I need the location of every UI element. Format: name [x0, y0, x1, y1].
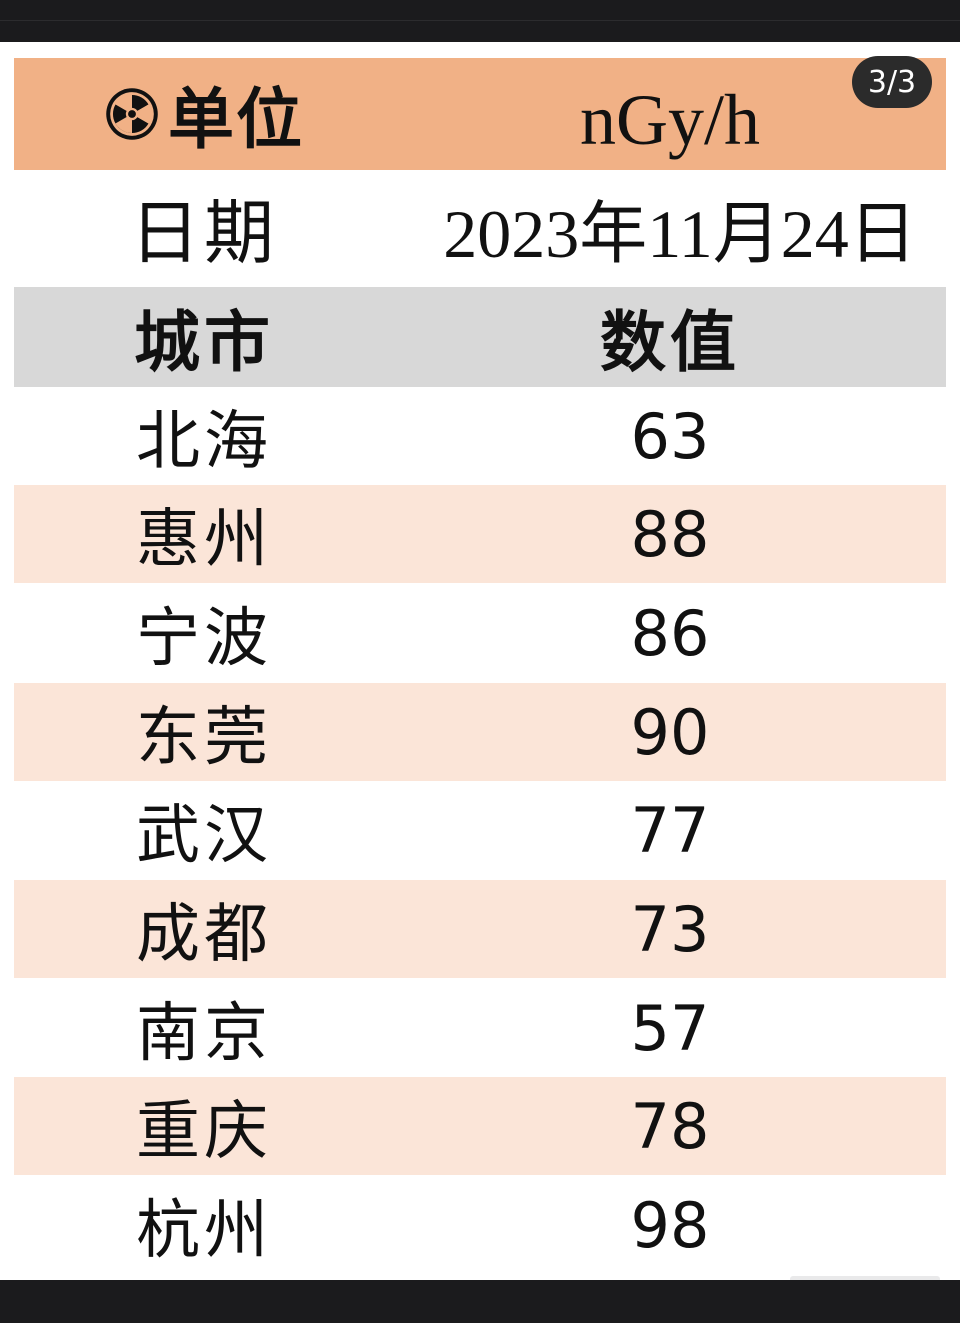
city-name: 北海 — [136, 405, 272, 479]
date-row: 日期 2023年11月24日 — [14, 170, 946, 284]
dose-value: 88 — [630, 497, 710, 571]
city-name: 杭州 — [136, 1194, 272, 1268]
dose-value: 90 — [630, 695, 710, 769]
dose-value: 98 — [630, 1188, 710, 1262]
city-name: 重庆 — [136, 1095, 272, 1169]
unit-row: 单位 nGy/h — [14, 58, 946, 170]
header-city: 城市 — [134, 304, 274, 381]
city-name: 东莞 — [136, 701, 272, 775]
dose-value: 73 — [630, 892, 710, 966]
dose-value: 57 — [630, 991, 710, 1065]
unit-value: nGy/h — [580, 79, 760, 160]
table-row: 南京 57 — [14, 979, 946, 1077]
viewer-top-bar — [0, 0, 960, 42]
header-value: 数值 — [600, 304, 740, 381]
top-bar-divider — [0, 20, 960, 21]
radiation-icon — [106, 88, 158, 140]
dose-value: 86 — [630, 596, 710, 670]
table-row: 重庆 78 — [14, 1077, 946, 1175]
dose-value: 63 — [630, 399, 710, 473]
page-indicator[interactable]: 3/3 — [852, 56, 932, 108]
date-value: 2023年11月24日 — [443, 195, 917, 272]
table-row: 宁波 86 — [14, 584, 946, 682]
table-row: 武汉 77 — [14, 781, 946, 879]
table-row: 惠州 88 — [14, 485, 946, 583]
viewer-bottom-bar — [0, 1280, 960, 1323]
city-name: 成都 — [136, 898, 272, 972]
table-row: 东莞 90 — [14, 683, 946, 781]
city-name: 惠州 — [136, 503, 272, 577]
table-header-row: 城市 数值 — [14, 287, 946, 387]
table-row: 成都 73 — [14, 880, 946, 978]
table-row: 杭州 98 — [14, 1176, 946, 1274]
dose-value: 77 — [630, 793, 710, 867]
date-label: 日期 — [130, 191, 278, 274]
city-name: 宁波 — [136, 602, 272, 676]
unit-label-cell: 单位 — [14, 58, 394, 170]
table-row: 北海 63 — [14, 387, 946, 485]
dose-value: 78 — [630, 1089, 710, 1163]
unit-label: 单位 — [168, 81, 304, 158]
city-name: 武汉 — [136, 799, 272, 873]
city-name: 南京 — [136, 997, 272, 1071]
